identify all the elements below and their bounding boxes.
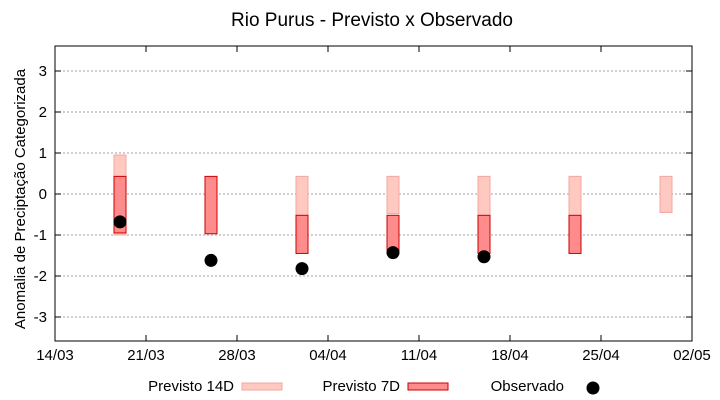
legend-swatch-previsto-14d	[241, 382, 283, 391]
grid-lines	[55, 70, 692, 318]
observado-point	[204, 253, 218, 267]
y-tick-label: 0	[39, 186, 47, 203]
observado-point	[386, 246, 400, 260]
chart-title: Rio Purus - Previsto x Observado	[231, 10, 513, 31]
y-tick-label: 3	[39, 63, 47, 80]
previsto-7d-bar	[568, 214, 582, 254]
legend-label-observado: Observado	[491, 378, 564, 395]
previsto-7d-bar	[204, 175, 218, 235]
legend: Previsto 14D Previsto 7D Observado	[148, 378, 600, 395]
legend-label-previsto-14d: Previsto 14D	[148, 378, 234, 395]
y-axis: -3 -2 -1 0 1 2 3	[34, 63, 692, 326]
legend-swatch-previsto-7d	[407, 382, 449, 391]
y-axis-label: Anomalia de Preciptação Categorizada	[12, 68, 29, 329]
y-tick-label: 1	[39, 145, 47, 162]
y-tick-label: -1	[34, 227, 47, 244]
observado-point	[295, 262, 309, 276]
x-tick-label: 11/04	[401, 347, 437, 364]
x-axis: 14/03 21/03 28/03 04/04 11/04 18/04 25/04 02/05	[36, 46, 711, 364]
y-tick-label: 2	[39, 104, 47, 121]
x-tick-label: 25/04	[582, 347, 620, 364]
x-tick-label: 02/05	[673, 347, 711, 364]
previsto-14d-bar	[659, 175, 673, 213]
x-tick-label: 21/03	[127, 347, 165, 364]
observado-point	[477, 250, 491, 264]
chart-marks	[113, 154, 673, 276]
previsto-7d-bar	[477, 214, 491, 254]
previsto-14d-bar	[386, 175, 400, 215]
x-tick-label: 04/04	[309, 347, 347, 364]
previsto-7d-bar	[386, 214, 400, 252]
x-tick-label: 14/03	[36, 347, 74, 364]
observado-point	[113, 215, 127, 229]
y-tick-label: -2	[34, 268, 47, 285]
y-tick-label: -3	[34, 309, 47, 326]
x-tick-label: 18/04	[491, 347, 529, 364]
legend-label-previsto-7d: Previsto 7D	[322, 378, 400, 395]
x-tick-label: 28/03	[218, 347, 256, 364]
previsto-7d-bar	[295, 214, 309, 254]
legend-marker-observado	[586, 381, 600, 395]
